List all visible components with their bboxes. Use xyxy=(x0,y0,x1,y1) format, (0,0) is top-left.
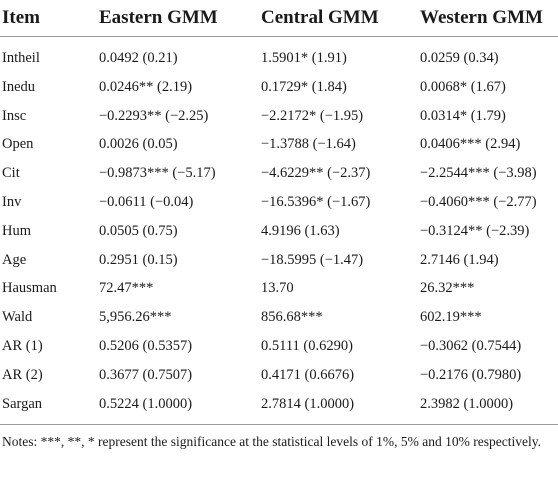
table-row: Cit −0.9873*** (−5.17) −4.6229** (−2.37) −2… xyxy=(0,159,558,188)
cell-western: 26.32*** xyxy=(420,280,475,297)
table-row: Intheil 0.0492 (0.21) 1.5901* (1.91) 0.0259… xyxy=(0,37,558,74)
cell-item: Sargan xyxy=(2,396,43,413)
cell-western: −0.4060*** (−2.77) xyxy=(420,194,537,211)
table-row: Hausman 72.47*** 13.70 26.32*** xyxy=(0,275,558,304)
cell-eastern: 0.2951 (0.15) xyxy=(99,251,178,268)
cell-item: Inv xyxy=(2,194,22,211)
table-row: Inedu 0.0246** (2.19) 0.1729* (1.84) 0.0068… xyxy=(0,73,558,102)
cell-item: Intheil xyxy=(2,49,40,66)
cell-western: −0.3124** (−2.39) xyxy=(420,222,530,239)
cell-eastern: 0.0492 (0.21) xyxy=(99,49,178,66)
cell-eastern: −0.0611 (−0.04) xyxy=(99,194,194,211)
cell-item: Hum xyxy=(2,222,31,239)
cell-central: 4.9196 (1.63) xyxy=(261,222,340,239)
table-row: AR (2) 0.3677 (0.7507) 0.4171 (0.6676) −0.2… xyxy=(0,361,558,390)
table-row: Age 0.2951 (0.15) −18.5995 (−1.47) 2.7146 (… xyxy=(0,246,558,275)
table-row: Hum 0.0505 (0.75) 4.9196 (1.63) −0.3124** (… xyxy=(0,217,558,246)
cell-item: AR (1) xyxy=(2,338,43,355)
header-western-gmm: Western GMM xyxy=(416,0,558,37)
cell-western: 2.3982 (1.0000) xyxy=(420,396,514,413)
cell-western: 0.0068* (1.67) xyxy=(420,78,506,95)
header-item: Item xyxy=(0,0,95,37)
cell-item: Age xyxy=(2,251,27,268)
cell-item: AR (2) xyxy=(2,366,43,383)
cell-western: 0.0259 (0.34) xyxy=(420,49,499,66)
cell-eastern: 0.3677 (0.7507) xyxy=(99,366,193,383)
cell-western: −0.2176 (0.7980) xyxy=(420,366,522,383)
cell-central: −18.5995 (−1.47) xyxy=(261,251,364,268)
cell-eastern: 0.0246** (2.19) xyxy=(99,78,193,95)
cell-central: 13.70 xyxy=(261,280,294,297)
bottom-rule xyxy=(0,423,558,425)
table-row: AR (1) 0.5206 (0.5357) 0.5111 (0.6290) −0.3… xyxy=(0,332,558,361)
cell-central: 2.7814 (1.0000) xyxy=(261,396,355,413)
cell-eastern: 0.5206 (0.5357) xyxy=(99,338,193,355)
cell-item: Hausman xyxy=(2,280,57,297)
cell-item: Insc xyxy=(2,107,27,124)
cell-central: 0.5111 (0.6290) xyxy=(261,338,353,355)
cell-western: −2.2544*** (−3.98) xyxy=(420,165,537,182)
table-row: Insc −0.2293** (−2.25) −2.2172* (−1.95) 0.0… xyxy=(0,102,558,131)
table-notes: Notes: ***, **, * represent the signific… xyxy=(2,433,541,449)
cell-item: Cit xyxy=(2,165,20,182)
cell-item: Inedu xyxy=(2,78,36,95)
table-row: Inv −0.0611 (−0.04) −16.5396* (−1.67) −0.40… xyxy=(0,188,558,217)
cell-central: 0.4171 (0.6676) xyxy=(261,366,355,383)
cell-eastern: −0.2293** (−2.25) xyxy=(99,107,209,124)
cell-western: 0.0314* (1.79) xyxy=(420,107,506,124)
cell-central: 856.68*** xyxy=(261,309,323,326)
cell-item: Open xyxy=(2,136,34,153)
cell-central: −16.5396* (−1.67) xyxy=(261,194,371,211)
cell-eastern: 0.0026 (0.05) xyxy=(99,136,178,153)
regression-table-document: Item Eastern GMM Central GMM Western GMM… xyxy=(0,0,558,449)
cell-item: Wald xyxy=(2,309,33,326)
cell-eastern: 0.5224 (1.0000) xyxy=(99,396,193,413)
table-row: Wald 5,956.26*** 856.68*** 602.19*** xyxy=(0,303,558,332)
cell-eastern: −0.9873*** (−5.17) xyxy=(99,165,216,182)
header-central-gmm: Central GMM xyxy=(257,0,416,37)
cell-central: 1.5901* (1.91) xyxy=(261,49,347,66)
cell-western: −0.3062 (0.7544) xyxy=(420,338,522,355)
cell-eastern: 0.0505 (0.75) xyxy=(99,222,178,239)
cell-central: −2.2172* (−1.95) xyxy=(261,107,364,124)
table-body: Intheil 0.0492 (0.21) 1.5901* (1.91) 0.0259… xyxy=(0,37,558,424)
cell-western: 602.19*** xyxy=(420,309,482,326)
header-row: Item Eastern GMM Central GMM Western GMM xyxy=(0,0,558,37)
cell-eastern: 72.47*** xyxy=(99,280,154,297)
cell-central: 0.1729* (1.84) xyxy=(261,78,347,95)
cell-central: −1.3788 (−1.64) xyxy=(261,136,356,153)
table-row: Sargan 0.5224 (1.0000) 2.7814 (1.0000) 2.39… xyxy=(0,390,558,424)
cell-western: 0.0406*** (2.94) xyxy=(420,136,521,153)
cell-eastern: 5,956.26*** xyxy=(99,309,172,326)
gmm-results-table: Item Eastern GMM Central GMM Western GMM… xyxy=(0,0,558,424)
header-eastern-gmm: Eastern GMM xyxy=(95,0,257,37)
cell-central: −4.6229** (−2.37) xyxy=(261,165,371,182)
table-row: Open 0.0026 (0.05) −1.3788 (−1.64) 0.0406**… xyxy=(0,131,558,160)
cell-western: 2.7146 (1.94) xyxy=(420,251,499,268)
